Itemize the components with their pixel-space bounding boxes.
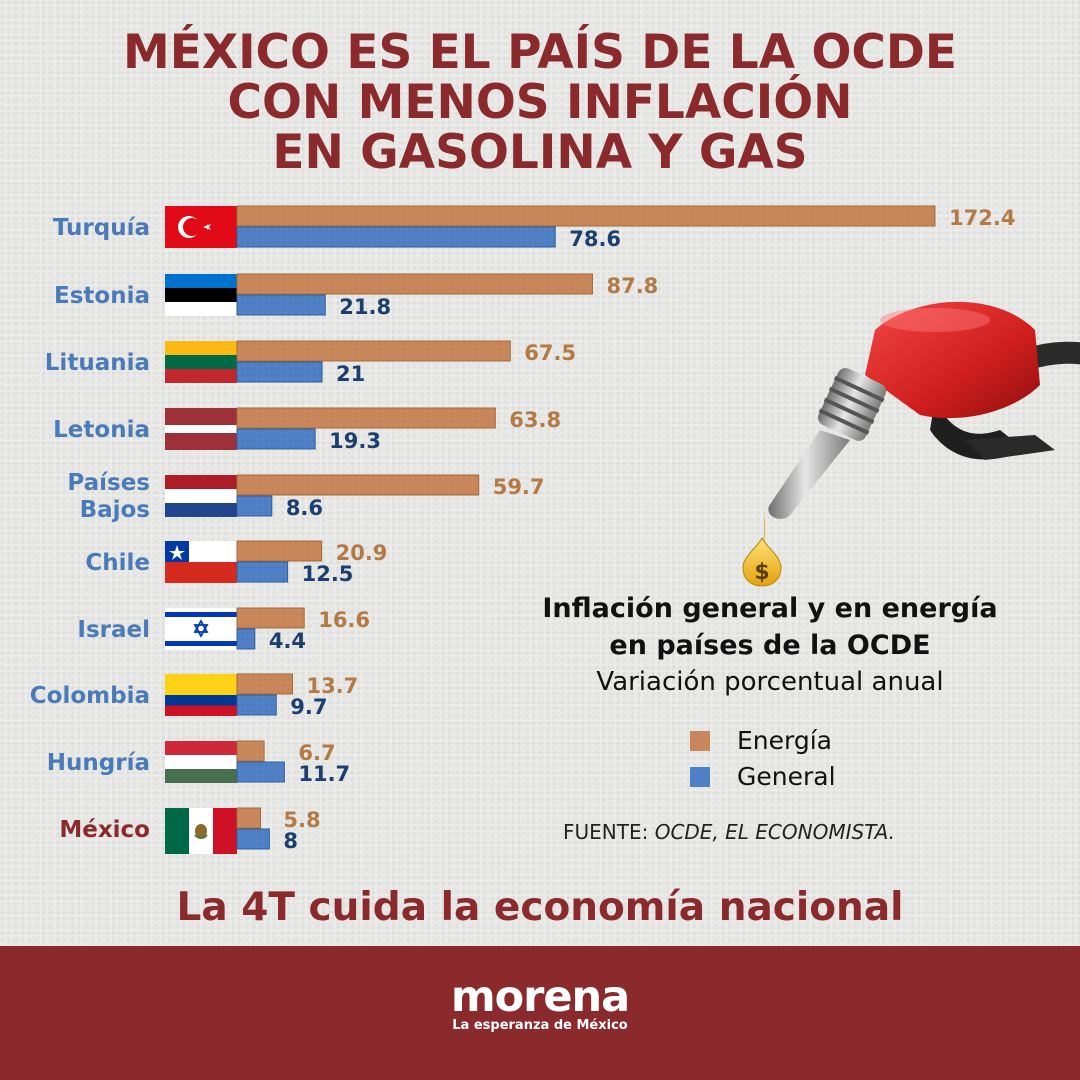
value-label-energia-estonia: 87.8 [606,274,658,298]
legend-swatch-energia [690,730,710,751]
value-label-energia-chile: 20.9 [336,541,388,565]
flag-colombia-icon [165,674,237,716]
bar-energia-estonia [236,273,593,295]
chart-legend: Inflación general y en energía en países… [490,590,1050,791]
flag-turkey-icon [165,206,237,248]
value-label-general-hungria: 11.7 [298,762,350,786]
bar-energia-colombia [236,673,293,695]
value-label-general-estonia: 21.8 [339,295,391,319]
bar-chart: Turquía 172.4 78.6 Estonia 87.8 21.8 Lituania 6… [30,205,1015,854]
bar-general-mexico [236,828,270,850]
country-label-paises-bajos: Países Bajos [67,470,150,523]
bar-general-israel [236,628,256,650]
bar-general-turquia [236,226,556,248]
flag-israel-icon [165,608,237,650]
country-label-letonia: Letonia [53,417,150,443]
value-label-general-lituania: 21 [336,362,365,386]
value-label-general-colombia: 9.7 [290,695,327,719]
bar-general-lituania [236,361,323,383]
value-label-energia-mexico: 5.8 [283,808,320,832]
flag-hungary-icon [165,741,237,783]
country-label-chile: Chile [85,550,150,576]
flag-mexico-icon [165,808,237,854]
logo-tagline: La esperanza de México [452,1018,628,1033]
country-label-turquia: Turquía [53,215,150,241]
gas-pump-nozzle-icon: $ [742,301,1080,587]
bar-general-chile [236,561,289,583]
country-label-hungria: Hungría [47,750,150,776]
bar-energia-paises-bajos [236,474,480,496]
legend-item-general: General [690,762,836,791]
flag-lithuania-icon [165,341,237,383]
bar-general-estonia [236,294,326,316]
value-label-energia-israel: 16.6 [318,608,370,632]
value-label-energia-letonia: 63.8 [509,408,561,432]
chart-subtitle: Variación porcentual anual [596,667,944,697]
country-label-israel: Israel [77,617,150,643]
value-label-energia-lituania: 67.5 [524,341,576,365]
svg-text:$: $ [754,560,769,585]
legend-label-energia: Energía [737,726,832,755]
dollar-drop-icon: $ [742,536,782,587]
country-label-lituania: Lituania [45,350,150,376]
bar-energia-chile [236,540,323,562]
bar-energia-letonia [236,407,496,429]
source-note: FUENTE: OCDE, EL ECONOMISTA. [563,820,895,844]
background-texture [0,0,1080,946]
footer-banner [0,946,1080,1080]
value-label-general-paises-bajos: 8.6 [286,496,323,520]
value-label-general-turquia: 78.6 [569,227,621,251]
bar-energia-turquia [236,205,936,227]
bar-general-paises-bajos [236,495,273,517]
title-line-2: CON MENOS INFLACIÓN [227,75,853,130]
legend-swatch-general [690,766,710,787]
chart-title-line-2: en países de la OCDE [609,630,931,661]
flag-chile-icon [165,541,237,583]
slogan: La 4T cuida la economía nacional [176,885,904,930]
value-label-general-chile: 12.5 [302,562,354,586]
value-label-general-letonia: 19.3 [329,429,381,453]
bar-energia-hungria [236,740,265,762]
value-label-energia-paises-bajos: 59.7 [493,475,545,499]
value-label-general-mexico: 8 [283,829,298,853]
bars-layer: Turquía 172.4 78.6 Estonia 87.8 21.8 Lituania 6… [30,205,1015,853]
bar-energia-lituania [236,340,511,362]
page-title: MÉXICO ES EL PAÍS DE LA OCDE CON MENOS I… [0,28,1080,178]
legend-label-general: General [737,762,836,791]
legend-item-energia: Energía [690,726,832,755]
bar-general-hungria [236,761,285,783]
country-label-mexico: México [59,817,150,843]
title-line-1: MÉXICO ES EL PAÍS DE LA OCDE [122,25,958,80]
flag-latvia-icon [165,408,237,450]
flag-estonia-icon [165,274,237,316]
value-label-energia-hungria: 6.7 [298,741,335,765]
chart-title-line-1: Inflación general y en energía [542,593,998,624]
bar-general-letonia [236,428,316,450]
bar-general-colombia [236,694,277,716]
value-label-energia-turquia: 172.4 [949,206,1015,230]
morena-logo: morena [450,972,630,1022]
value-label-general-israel: 4.4 [269,629,306,653]
country-label-estonia: Estonia [54,283,150,309]
value-label-energia-colombia: 13.7 [306,674,358,698]
title-line-3: EN GASOLINA Y GAS [272,125,808,180]
source-text: OCDE, EL ECONOMISTA. [654,820,895,844]
flags-layer [165,206,237,854]
source-prefix: FUENTE: [563,820,649,844]
country-label-colombia: Colombia [30,683,150,709]
bar-energia-israel [236,607,305,629]
flag-netherlands-icon [165,475,237,517]
bar-energia-mexico [236,807,261,829]
